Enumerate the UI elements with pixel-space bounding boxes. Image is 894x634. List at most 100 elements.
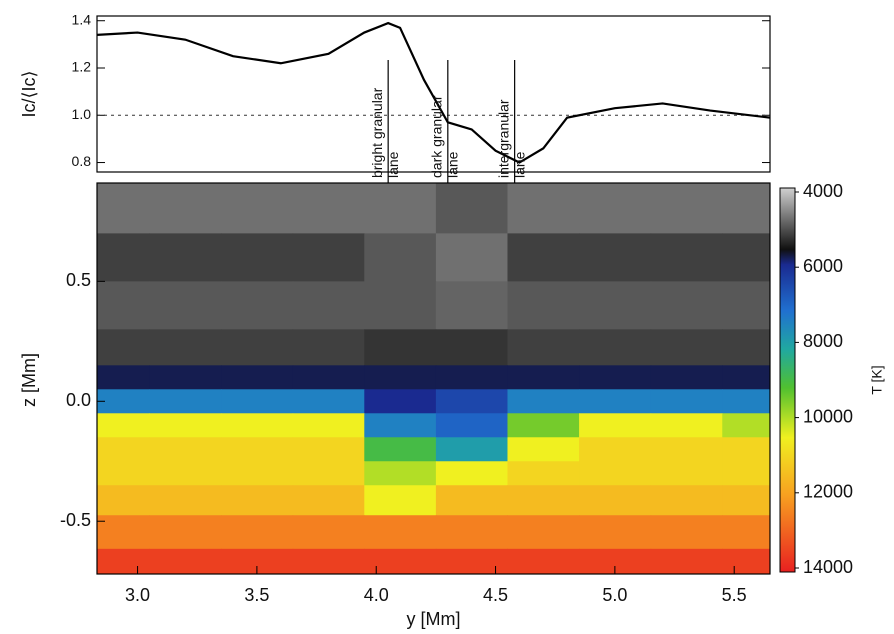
annotation: lane (445, 151, 461, 178)
heatmap-cell (507, 365, 580, 390)
heatmap-cell (292, 461, 365, 486)
heatmap-cell (722, 365, 771, 390)
heatmap-cell (507, 437, 580, 462)
x-tick-label: 4.5 (483, 585, 508, 605)
heatmap-cell (149, 329, 222, 366)
y-tick-label: 0.8 (72, 153, 92, 169)
heatmap-cell (97, 515, 151, 550)
heatmap-cell (650, 389, 723, 414)
y-tick-label: 0.5 (66, 270, 91, 290)
heatmap-cell (364, 365, 437, 390)
heatmap-cell (364, 548, 437, 575)
heatmap-cell (435, 437, 508, 462)
heatmap-cell (650, 485, 723, 516)
heatmap-cell (97, 183, 151, 234)
heatmap-cell (507, 485, 580, 516)
heatmap-cell (292, 389, 365, 414)
line-series (96, 21, 771, 164)
heatmap-cell (650, 183, 723, 234)
heatmap-cell (722, 329, 771, 366)
y-tick-label: 1.4 (72, 11, 92, 27)
heatmap-cell (221, 437, 294, 462)
y-axis-label: z [Mm] (19, 353, 39, 407)
heatmap-cell (722, 548, 771, 575)
heatmap-cell (650, 365, 723, 390)
heatmap-cell (364, 485, 437, 516)
heatmap-cell (579, 515, 652, 550)
heatmap-cell (507, 515, 580, 550)
heatmap-cell (221, 413, 294, 438)
heatmap-cell (221, 515, 294, 550)
plot-frame (96, 15, 771, 173)
y-tick-label: 1.0 (72, 106, 92, 122)
heatmap-cell (364, 183, 437, 234)
heatmap-cell (97, 389, 151, 414)
colorbar-tick-label: 10000 (803, 406, 853, 426)
heatmap-cell (722, 515, 771, 550)
heatmap-cell (364, 281, 437, 330)
heatmap-cell (149, 548, 222, 575)
heatmap-cell (97, 365, 151, 390)
colorbar-tick-label: 6000 (803, 256, 843, 276)
colorbar-tick-label: 4000 (803, 181, 843, 201)
heatmap-cell (650, 548, 723, 575)
heatmap-cell (364, 389, 437, 414)
heatmap-cell (97, 281, 151, 330)
heatmap-cell (149, 365, 222, 390)
heatmap-cell (364, 437, 437, 462)
heatmap-cell (435, 281, 508, 330)
heatmap-cell (722, 413, 771, 438)
heatmap-cell (97, 548, 151, 575)
y-tick-label: -0.5 (60, 510, 91, 530)
heatmap-cell (722, 281, 771, 330)
heatmap-cell (221, 183, 294, 234)
annotation: lane (511, 151, 527, 178)
heatmap-cell (722, 183, 771, 234)
heatmap-cell (650, 437, 723, 462)
heatmap-cell (435, 461, 508, 486)
heatmap-cell (507, 461, 580, 486)
heatmap-cell (149, 233, 222, 282)
heatmap-cell (579, 485, 652, 516)
x-tick-label: 3.5 (244, 585, 269, 605)
x-tick-label: 5.5 (722, 585, 747, 605)
heatmap-cell (292, 437, 365, 462)
heatmap-cell (507, 281, 580, 330)
x-tick-label: 4.0 (364, 585, 389, 605)
heatmap-cell (435, 389, 508, 414)
heatmap-cell (507, 389, 580, 414)
y-tick-label: 0.0 (66, 390, 91, 410)
heatmap-cell (579, 389, 652, 414)
heatmap-cell (97, 329, 151, 366)
heatmap-cell (149, 183, 222, 234)
heatmap-cell (650, 233, 723, 282)
heatmap-cell (221, 233, 294, 282)
heatmap-cell (292, 365, 365, 390)
heatmap-cell (149, 515, 222, 550)
heatmap-cell (292, 515, 365, 550)
heatmap-cell (722, 233, 771, 282)
heatmap-cell (292, 233, 365, 282)
heatmap-cell (292, 548, 365, 575)
heatmap-cell (97, 437, 151, 462)
heatmap-cell (364, 329, 437, 366)
heatmap-cell (364, 233, 437, 282)
heatmap-cell (507, 233, 580, 282)
y-axis-label: Ic/⟨Ic⟩ (19, 70, 39, 117)
heatmap-cell (435, 183, 508, 234)
heatmap-cell (507, 183, 580, 234)
x-tick-label: 3.0 (125, 585, 150, 605)
annotation: lane (385, 151, 401, 178)
y-tick-label: 1.2 (72, 59, 92, 75)
heatmap-cell (292, 329, 365, 366)
annotation: bright granular (369, 87, 385, 178)
heatmap-cell (221, 389, 294, 414)
heatmap-cell (579, 461, 652, 486)
heatmap-cell (149, 461, 222, 486)
heatmap-cell (579, 233, 652, 282)
heatmap-cell (722, 437, 771, 462)
heatmap-cell (722, 485, 771, 516)
heatmap-cell (579, 329, 652, 366)
heatmap-cell (579, 281, 652, 330)
